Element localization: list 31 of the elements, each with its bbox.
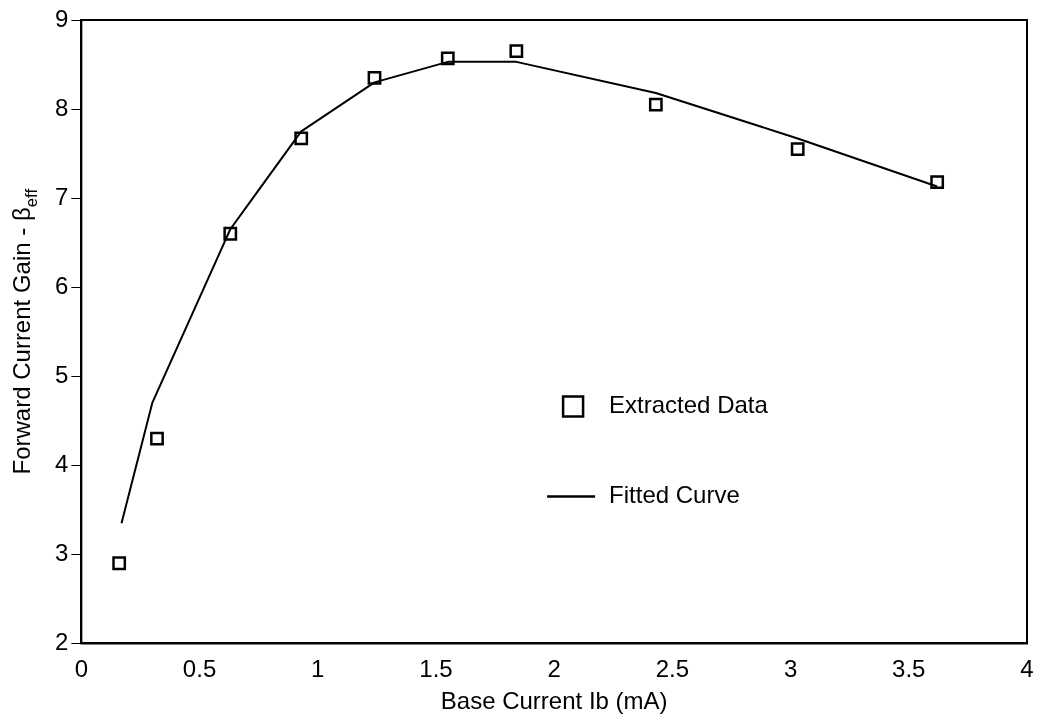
x-tick-label: 3.5 bbox=[892, 655, 926, 683]
x-axis-title: Base Current Ib (mA) bbox=[440, 687, 668, 715]
legend-label: Extracted Data bbox=[609, 391, 769, 419]
x-tick-label: 1.5 bbox=[419, 655, 453, 683]
y-axis-title: Forward Current Gain - βeff bbox=[8, 188, 42, 475]
x-tick-label: 0.5 bbox=[182, 655, 217, 683]
y-tick-label: 8 bbox=[54, 93, 69, 121]
point bbox=[294, 131, 309, 146]
point bbox=[367, 70, 382, 85]
x-tick-label: 1 bbox=[311, 655, 325, 683]
y-tick-label: 3 bbox=[54, 538, 69, 566]
x-tick-label: 3 bbox=[783, 655, 798, 683]
point bbox=[223, 226, 238, 241]
x-tick-label: 0 bbox=[74, 655, 89, 683]
y-tick-label: 2 bbox=[54, 628, 69, 656]
point bbox=[440, 51, 455, 66]
point bbox=[150, 431, 164, 446]
point bbox=[112, 556, 127, 571]
legend-label: Fitted Curve bbox=[609, 481, 740, 509]
point bbox=[509, 44, 524, 59]
y-tick-label: 6 bbox=[54, 271, 69, 299]
x-tick-label: 2.5 bbox=[655, 655, 690, 683]
y-tick-label: 7 bbox=[54, 182, 69, 210]
y-tick-label: 4 bbox=[54, 449, 69, 477]
point bbox=[790, 142, 805, 157]
x-tick-label: 4 bbox=[1020, 655, 1034, 683]
point bbox=[930, 175, 945, 189]
y-tick-label: 5 bbox=[54, 360, 69, 388]
x-tick-label: 2 bbox=[547, 655, 561, 683]
y-tick-label: 9 bbox=[54, 4, 69, 32]
point bbox=[648, 97, 663, 112]
